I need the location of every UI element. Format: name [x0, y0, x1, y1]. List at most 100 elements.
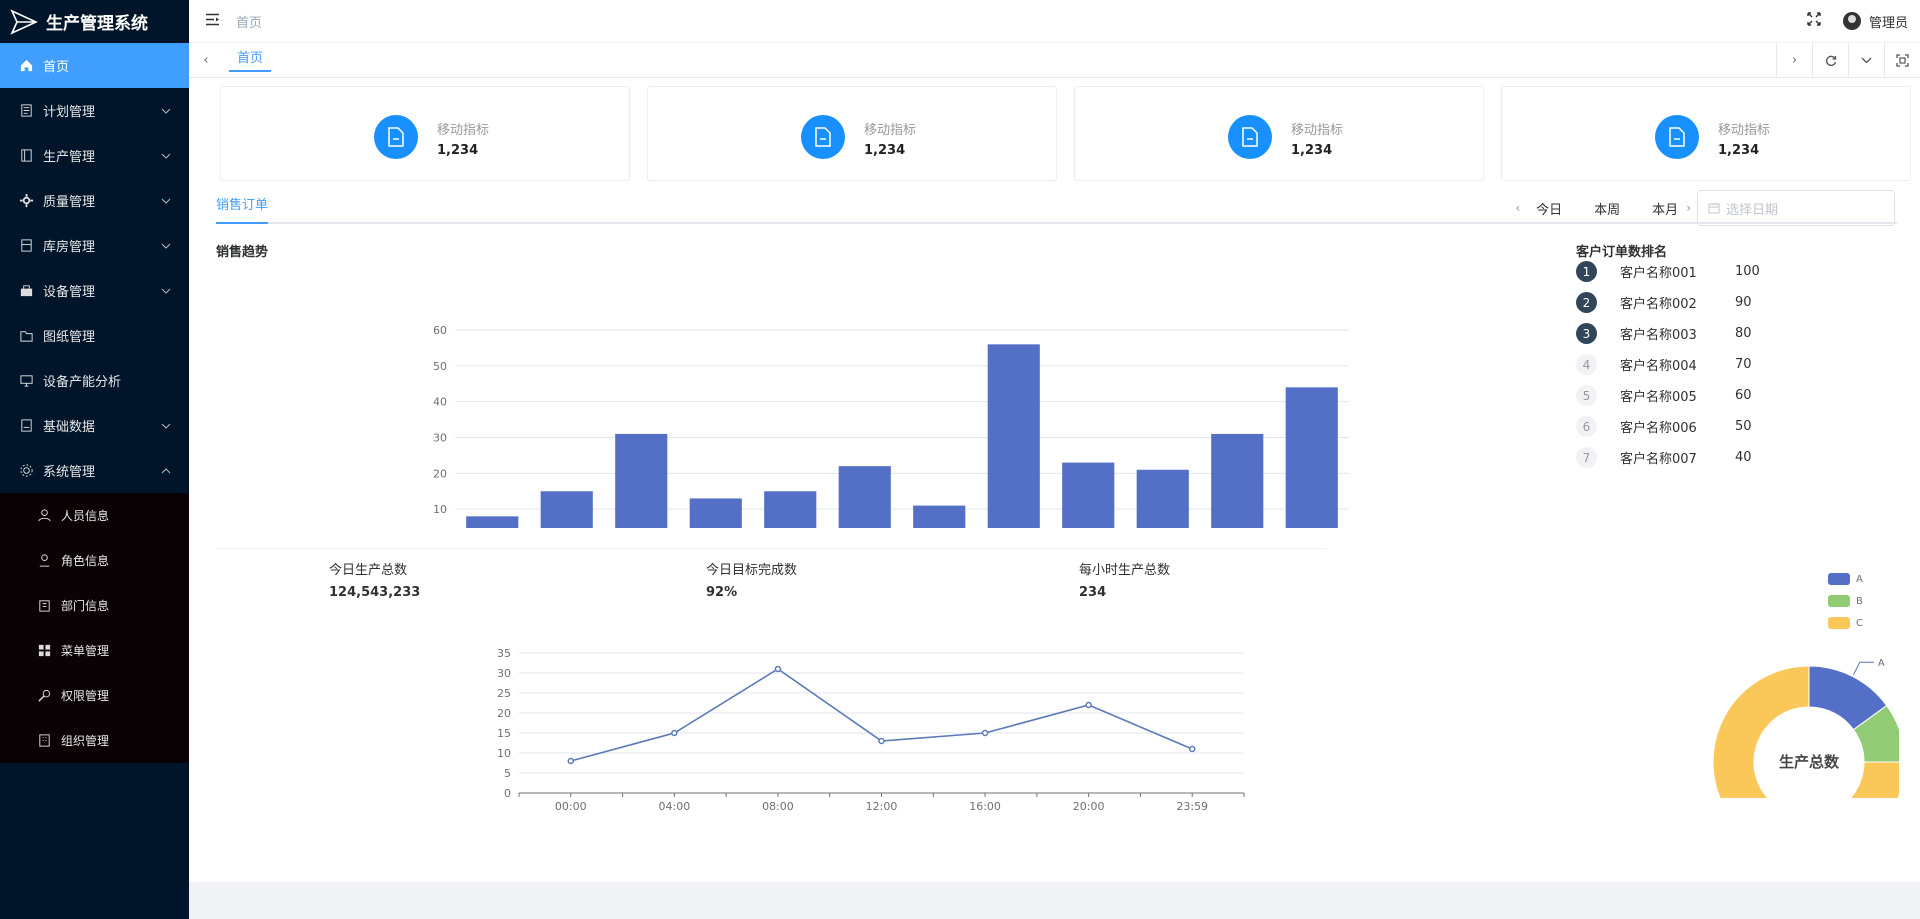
maximize-icon[interactable] [1884, 43, 1920, 78]
bar [764, 491, 817, 528]
sidebar-item-label: 人员信息 [61, 509, 110, 523]
tabs-scroll-right-icon[interactable]: › [1776, 43, 1812, 78]
legend-item[interactable]: A [1828, 568, 1863, 590]
order-count: 90 [1735, 295, 1752, 310]
customer-name: 客户名称004 [1620, 359, 1697, 374]
stat-value: 124,543,233 [329, 585, 421, 600]
y-tick-label: 25 [497, 687, 511, 700]
stat-label: 今日生产总数 [329, 563, 408, 578]
sidebar-item-home[interactable]: 首页 [0, 43, 189, 88]
order-count: 70 [1735, 357, 1752, 372]
stat-label: 每小时生产总数 [1079, 563, 1171, 578]
chevron-down-icon [161, 239, 171, 254]
list-item: 2 客户名称002 90 [1576, 287, 1876, 318]
metric-label: 移动指标 [437, 123, 490, 138]
sidebar: 生产管理系统 首页 计划管理 生产管理质量管理库房管理设备管理图纸管理设备产能分析基… [0, 0, 189, 919]
chevron-down-icon [161, 104, 171, 119]
user-name: 管理员 [1868, 15, 1908, 31]
rank-badge: 6 [1576, 416, 1597, 437]
sidebar-item-quality[interactable]: 质量管理 [0, 178, 189, 223]
tab-sales-orders[interactable]: 销售订单 [216, 190, 269, 224]
range-week[interactable]: 本周 [1594, 202, 1621, 218]
app-logo: 生产管理系统 [0, 0, 189, 43]
stat-value: 92% [706, 585, 738, 600]
tabs-dropdown-icon[interactable] [1848, 43, 1884, 78]
submenu-item-user[interactable]: 人员信息 [0, 493, 189, 538]
sidebar-item-plan[interactable]: 计划管理 [0, 88, 189, 133]
customer-rank-list: 1 客户名称001 100 2 客户名称002 90 3 客户名称003 80 4 客户名称004 7… [1576, 256, 1876, 473]
sidebar-item-warehouse[interactable]: 库房管理 [0, 223, 189, 268]
y-tick-label: 15 [497, 727, 511, 740]
date-range-selector: ‹ 今日 本周 本月 › 选择日期 [1515, 190, 1895, 226]
breadcrumb[interactable]: 首页 [236, 15, 263, 31]
key-icon [36, 688, 52, 704]
stat-hourly-total: 每小时生产总数 234 [1079, 559, 1170, 600]
date-picker-input[interactable]: 选择日期 [1697, 190, 1895, 226]
sidebar-item-production[interactable]: 生产管理 [0, 133, 189, 178]
rank-badge: 2 [1576, 292, 1597, 313]
order-count: 60 [1735, 388, 1752, 403]
series-line [570, 668, 1193, 762]
x-tick-label: 08:00 [762, 800, 794, 813]
list-item: 6 客户名称006 50 [1576, 411, 1876, 442]
range-month[interactable]: 本月 [1652, 202, 1679, 218]
pie-center-title: 生产总数 [1779, 753, 1840, 771]
bar [540, 491, 593, 528]
date-picker-placeholder: 选择日期 [1726, 202, 1779, 218]
user-menu[interactable]: 管理员 [1842, 12, 1908, 31]
sidebar-item-label: 设备管理 [43, 285, 96, 300]
range-today[interactable]: 今日 [1536, 202, 1563, 218]
sidebar-item-folder[interactable]: 图纸管理 [0, 313, 189, 358]
tabs-scroll-left-icon[interactable]: ‹ [203, 52, 209, 68]
submenu-item-key[interactable]: 权限管理 [0, 673, 189, 718]
sidebar-item-label: 角色信息 [61, 554, 110, 568]
legend-item[interactable]: B [1828, 590, 1863, 612]
equipment-icon [18, 283, 34, 299]
chevron-up-icon [161, 464, 171, 479]
metric-value: 1,234 [864, 143, 906, 158]
sales-bar-chart: 010203040506001月02月03月04月05月06月07月08月09月… [433, 324, 1349, 528]
legend-swatch [1828, 595, 1850, 607]
submenu-item-department[interactable]: 部门信息 [0, 583, 189, 628]
hamburger-icon[interactable] [205, 13, 220, 30]
range-prev-icon[interactable]: ‹ [1515, 201, 1521, 215]
sidebar-item-label: 质量管理 [43, 195, 96, 210]
slice-label: A [1878, 658, 1885, 669]
submenu-item-organization[interactable]: 组织管理 [0, 718, 189, 763]
sidebar-item-equipment[interactable]: 设备管理 [0, 268, 189, 313]
legend-item[interactable]: C [1828, 612, 1863, 634]
menu-grid-icon [36, 643, 52, 659]
range-next-icon[interactable]: › [1686, 201, 1691, 215]
document-icon [801, 115, 845, 159]
bar [987, 344, 1040, 528]
legend-swatch [1828, 617, 1850, 629]
submenu-item-role[interactable]: 角色信息 [0, 538, 189, 583]
chevron-down-icon [161, 284, 171, 299]
list-item: 5 客户名称005 60 [1576, 380, 1876, 411]
rank-badge: 5 [1576, 385, 1597, 406]
x-tick-label: 23:59 [1176, 800, 1208, 813]
stat-today-total: 今日生产总数 124,543,233 [329, 559, 420, 600]
submenu-item-menu-grid[interactable]: 菜单管理 [0, 628, 189, 673]
quality-icon [18, 193, 34, 209]
folder-icon [18, 328, 34, 344]
list-item: 3 客户名称003 80 [1576, 318, 1876, 349]
sidebar-item-label: 基础数据 [43, 420, 96, 435]
refresh-icon[interactable] [1812, 43, 1848, 78]
sidebar-item-book[interactable]: 基础数据 [0, 403, 189, 448]
stat-target-completion: 今日目标完成数 92% [706, 559, 797, 600]
pie-slice [1852, 704, 1899, 763]
metric-value: 1,234 [1718, 143, 1760, 158]
sidebar-item-gear[interactable]: 系统管理 [0, 448, 189, 493]
fullscreen-icon[interactable] [1807, 12, 1821, 30]
department-icon [36, 598, 52, 614]
bar [913, 505, 966, 528]
tab-home[interactable]: 首页 [229, 48, 272, 72]
sidebar-item-label: 图纸管理 [43, 330, 96, 345]
sidebar-item-label: 部门信息 [61, 599, 110, 613]
system-submenu: 人员信息角色信息部门信息菜单管理 权限管理 组织管理 [0, 493, 189, 763]
sidebar-menu: 首页 计划管理 生产管理质量管理库房管理设备管理图纸管理设备产能分析基础数据系统管理… [0, 43, 189, 763]
sidebar-item-monitor[interactable]: 设备产能分析 [0, 358, 189, 403]
role-icon [36, 553, 52, 569]
